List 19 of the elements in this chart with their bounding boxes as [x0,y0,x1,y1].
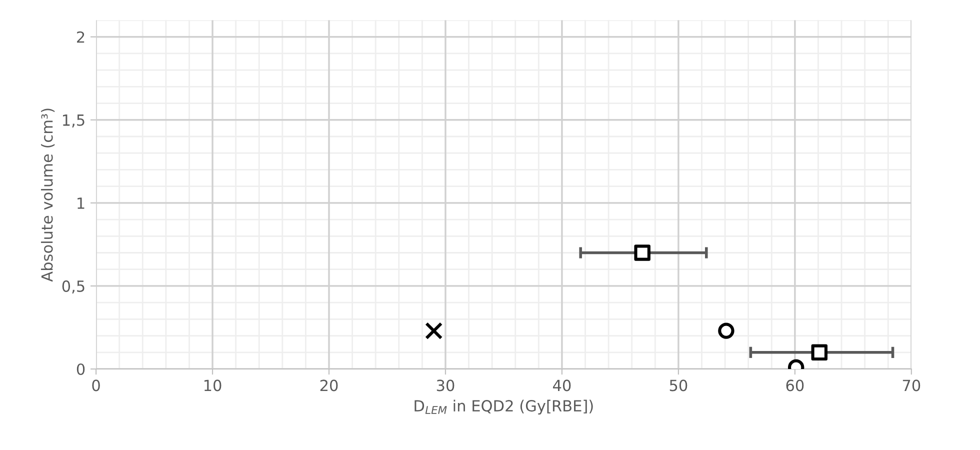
x-tick-label: 40 [552,380,571,392]
x-tick-label: 30 [436,380,454,392]
x-tick-label: 70 [902,380,920,392]
point [425,322,443,340]
x-tick-label: 0 [92,380,100,392]
x-tick-label: 50 [670,380,688,392]
x-axis-title: D$_{LEM}$ in EQD2 (Gy[RBE]) [414,400,593,415]
x-tick-label: 60 [786,380,804,392]
y-tick-label: 1,5 [63,114,84,128]
x-tick-label: 20 [320,380,338,392]
y-tick-label: 0 [76,363,85,376]
y-tick-label: 0,5 [62,280,84,294]
point [634,244,650,261]
y-tick-label: 1 [78,198,84,209]
point [718,322,734,339]
y-tick-label: 2 [77,31,84,43]
point [811,344,828,361]
x-tick-label: 10 [204,380,222,392]
y-axis-title: Absolute volume (cm³) [40,108,55,282]
